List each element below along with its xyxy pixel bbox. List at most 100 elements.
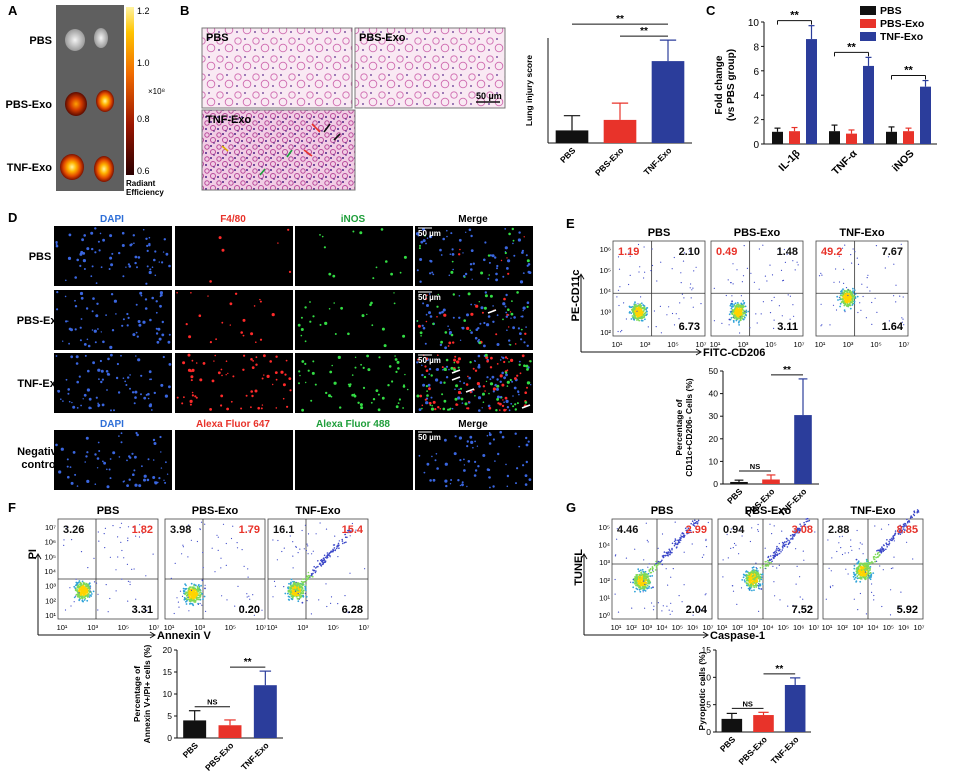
fluorescence-spot [419,258,423,261]
event-dot [184,583,187,585]
fluorescence-spot [79,339,82,342]
x-tick: 10² [732,623,743,632]
fluorescence-spot [75,355,79,359]
event-dot [71,539,73,541]
y-tick: 10³ [599,558,610,567]
fluorescence-spot [419,244,421,247]
event-dot [799,576,801,578]
fluorescence-spot [429,272,432,275]
fluorescence-spot [79,264,82,267]
event-dot [633,577,636,580]
fluorescence-spot [448,328,451,331]
x-tick-label: PBS-Exo [203,740,235,772]
event-dot [903,524,905,527]
fluorescence-spot [391,380,394,383]
panel-letter-e: E [566,216,575,231]
event-dot [851,262,853,264]
event-dot [757,584,759,586]
fluorescence-spot [70,328,73,332]
fluorescence-spot [443,399,447,403]
event-dot [631,308,634,311]
event-dot [313,565,316,568]
event-dot [755,313,757,315]
event-dot [803,524,806,526]
event-dot [83,591,86,594]
fluorescence-spot [101,378,104,381]
fluorescence-spot [435,453,438,455]
fluorescence-spot [513,316,516,319]
event-dot [305,595,308,598]
x-tick-label: PBS [558,145,578,165]
event-dot [310,574,313,577]
event-dot [198,585,201,588]
arrow-white-icon [451,369,461,374]
fluorescence-spot [211,379,215,383]
fluorescence-spot [360,406,364,410]
fluorescence-spot [159,304,162,308]
fluorescence-spot [501,356,503,358]
event-dot [756,567,758,570]
event-dot [203,595,206,598]
column-title: TNF-Exo [850,505,896,517]
fluorescence-spot [422,239,426,243]
neg-header-merge: Merge [458,419,488,430]
event-dot [713,287,715,289]
event-dot [655,562,658,565]
fluorescence-spot [117,391,121,394]
x-tick-label: PBS [725,486,745,506]
event-dot [859,592,862,595]
event-dot [188,610,190,612]
event-dot [635,582,637,585]
fluorescence-spot [108,468,111,471]
fluorescence-spot [506,380,510,384]
fluorescence-spot [451,407,454,410]
fluorescence-spot [218,236,222,240]
fluorescence-spot [132,234,135,237]
fluorescence-spot [141,465,143,468]
event-dot [253,614,255,616]
event-dot [336,545,338,547]
event-dot [872,557,875,559]
fluorescence-spot [146,249,149,252]
event-dot [287,590,290,592]
fluorescence-spot [434,408,437,411]
fluorescence-spot [429,404,432,406]
event-dot [893,534,896,537]
fluorescence-spot [496,384,500,388]
fluorescence-spot [424,342,427,345]
event-dot [325,528,328,530]
event-dot [781,549,784,551]
fluorescence-spot [463,319,467,322]
event-dot [739,316,741,318]
fluorescence-spot [495,409,498,412]
y-tick-label: 10 [702,672,712,682]
event-dot [741,317,744,320]
fluorescence-spot [458,295,461,297]
fluorescence-spot [99,359,102,363]
event-dot [142,532,144,534]
event-dot [652,569,654,571]
fluorescence-spot [492,438,495,441]
arrow-red-icon [303,123,321,157]
event-dot [641,307,644,309]
event-dot [292,541,294,543]
event-dot [332,550,334,552]
plot-frame [815,240,909,337]
organ-tnfexo-left [60,154,84,180]
event-dot [796,530,799,533]
event-dot [642,304,645,307]
event-dot [636,580,639,582]
fluorescence-spot [375,389,379,392]
event-dot [311,575,314,578]
event-dot [736,307,738,309]
fluorescence-spot [65,279,67,282]
event-dot [301,581,304,583]
event-dot [202,567,204,569]
fluorescence-spot [437,293,440,296]
x-tick: 10⁷ [702,623,713,632]
fluorescence-spot [462,252,464,254]
panel-letter-f: F [8,500,16,515]
event-dot [773,581,775,583]
event-dot [859,570,862,573]
